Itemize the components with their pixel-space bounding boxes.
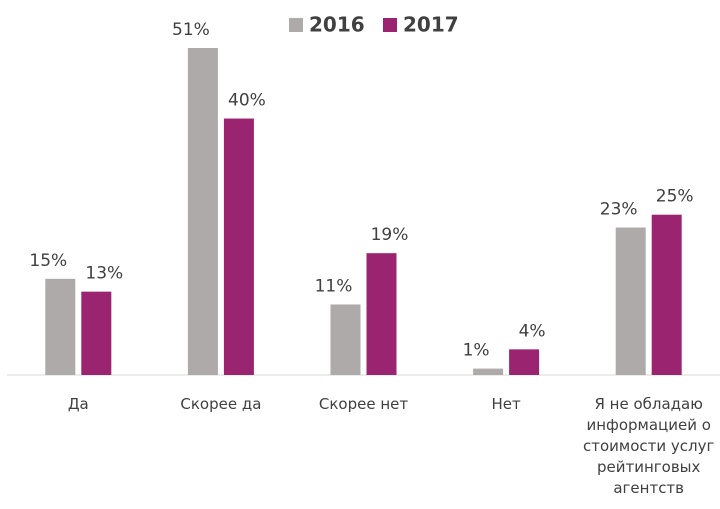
bar	[366, 253, 397, 375]
legend-label: 2017	[403, 13, 459, 37]
bar	[509, 349, 540, 375]
x-tick-label: Да	[67, 395, 89, 413]
value-label: 11%	[315, 276, 353, 296]
value-label: 25%	[656, 187, 694, 207]
x-tick-label: Нет	[491, 395, 521, 413]
legend-label: 2016	[309, 13, 365, 37]
value-label: 23%	[600, 200, 638, 220]
bar	[187, 48, 218, 375]
x-tick-label: Скорее да	[180, 395, 262, 413]
bar	[473, 368, 504, 375]
legend-swatch	[289, 18, 303, 32]
x-tick-label: Скорее нет	[318, 395, 409, 413]
legend-swatch	[383, 18, 397, 32]
value-label: 51%	[172, 20, 210, 40]
bar	[45, 278, 76, 375]
bar	[81, 291, 112, 375]
bar	[651, 214, 682, 375]
value-label: 40%	[228, 91, 266, 111]
value-label: 15%	[29, 251, 67, 271]
bar	[615, 227, 646, 375]
value-label: 1%	[463, 341, 490, 361]
x-tick-label: Я не обладаю информацией о стоимости усл…	[583, 395, 715, 497]
bar	[330, 304, 361, 375]
value-label: 4%	[519, 321, 546, 341]
bar	[223, 118, 254, 375]
value-label: 19%	[371, 225, 409, 245]
value-label: 13%	[85, 264, 123, 284]
